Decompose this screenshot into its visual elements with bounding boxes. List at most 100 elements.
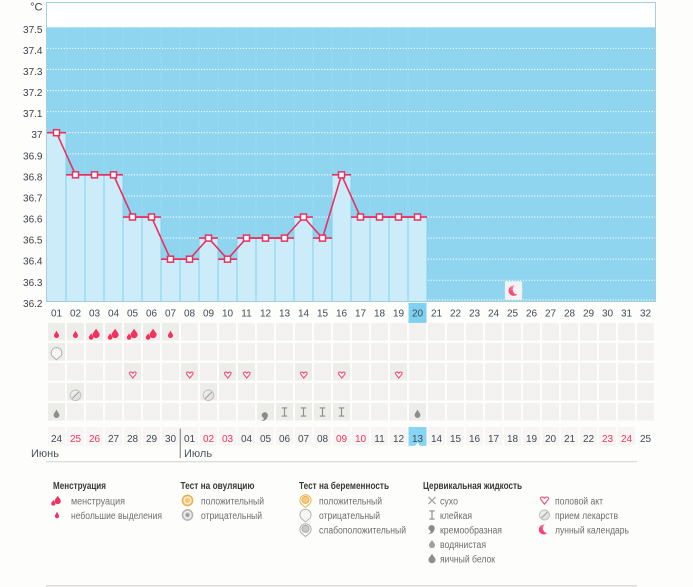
- svg-text:отрицательный: отрицательный: [201, 511, 262, 522]
- svg-text:26: 26: [89, 434, 101, 445]
- svg-text:02: 02: [70, 309, 82, 320]
- svg-text:36.8: 36.8: [23, 172, 43, 183]
- svg-text:01: 01: [184, 434, 196, 445]
- svg-text:прием лекарств: прием лекарств: [555, 511, 618, 522]
- svg-text:13: 13: [412, 434, 424, 445]
- svg-text:24: 24: [488, 309, 500, 320]
- svg-text:менструация: менструация: [71, 496, 125, 507]
- svg-text:18: 18: [374, 309, 386, 320]
- svg-text:17: 17: [355, 309, 367, 320]
- svg-text:Цервикальная жидкость: Цервикальная жидкость: [423, 481, 522, 492]
- svg-text:19: 19: [526, 434, 538, 445]
- svg-text:37.4: 37.4: [23, 46, 43, 57]
- svg-text:18: 18: [507, 434, 519, 445]
- svg-text:отрицательный: отрицательный: [319, 511, 380, 522]
- svg-text:16: 16: [336, 309, 348, 320]
- svg-text:клейкая: клейкая: [440, 511, 472, 522]
- svg-text:24: 24: [51, 434, 63, 445]
- svg-text:14: 14: [298, 309, 310, 320]
- svg-text:11: 11: [241, 309, 252, 320]
- svg-text:36.4: 36.4: [23, 257, 43, 268]
- svg-text:10: 10: [222, 309, 234, 320]
- svg-text:32: 32: [640, 309, 652, 320]
- svg-text:12: 12: [260, 309, 272, 320]
- svg-text:05: 05: [127, 309, 139, 320]
- svg-text:36.3: 36.3: [23, 278, 43, 289]
- svg-text:09: 09: [336, 434, 348, 445]
- svg-text:02: 02: [203, 434, 215, 445]
- svg-text:36.5: 36.5: [23, 236, 43, 247]
- svg-text:37.2: 37.2: [23, 88, 43, 99]
- svg-text:17: 17: [488, 434, 500, 445]
- svg-text:01: 01: [51, 309, 63, 320]
- svg-text:36.2: 36.2: [23, 299, 43, 310]
- svg-text:кремообразная: кремообразная: [440, 524, 502, 536]
- svg-text:Тест на овуляцию: Тест на овуляцию: [181, 481, 255, 492]
- svg-text:29: 29: [146, 434, 158, 445]
- svg-text:27: 27: [108, 434, 120, 445]
- svg-text:яичный белок: яичный белок: [440, 553, 496, 565]
- svg-text:37.3: 37.3: [23, 67, 43, 78]
- svg-text:положительный: положительный: [319, 496, 382, 507]
- svg-text:30: 30: [165, 434, 177, 445]
- svg-text:Июнь: Июнь: [31, 448, 59, 460]
- svg-text:37.1: 37.1: [23, 109, 43, 120]
- svg-text:25: 25: [507, 309, 519, 320]
- svg-text:37: 37: [31, 130, 43, 141]
- svg-text:03: 03: [222, 434, 234, 445]
- svg-text:24: 24: [621, 434, 633, 445]
- svg-text:12: 12: [393, 434, 405, 445]
- svg-text:слабоположительный: слабоположительный: [319, 524, 406, 536]
- svg-text:30: 30: [602, 309, 614, 320]
- svg-text:28: 28: [127, 434, 139, 445]
- svg-text:23: 23: [602, 434, 614, 445]
- svg-text:23: 23: [469, 309, 481, 320]
- svg-text:15: 15: [317, 309, 329, 320]
- svg-text:Тест на беременность: Тест на беременность: [299, 480, 389, 492]
- svg-text:21: 21: [431, 309, 443, 320]
- svg-text:20: 20: [545, 434, 557, 445]
- svg-text:03: 03: [89, 309, 101, 320]
- svg-text:29: 29: [583, 309, 595, 320]
- svg-text:27: 27: [545, 309, 557, 320]
- svg-text:04: 04: [241, 434, 253, 445]
- svg-text:37.5: 37.5: [23, 25, 43, 36]
- svg-text:09: 09: [203, 309, 215, 320]
- svg-text:15: 15: [450, 434, 462, 445]
- svg-text:04: 04: [108, 309, 120, 320]
- svg-text:08: 08: [184, 309, 196, 320]
- svg-text:13: 13: [279, 309, 291, 320]
- svg-text:половой акт: половой акт: [555, 496, 603, 507]
- svg-text:05: 05: [260, 434, 272, 445]
- svg-text:небольшие выделения: небольшие выделения: [71, 510, 162, 522]
- svg-text:25: 25: [640, 434, 652, 445]
- svg-text:26: 26: [526, 309, 538, 320]
- svg-text:16: 16: [469, 434, 481, 445]
- svg-text:21: 21: [564, 434, 576, 445]
- svg-text:10: 10: [355, 434, 367, 445]
- svg-text:22: 22: [583, 434, 595, 445]
- svg-text:сухо: сухо: [440, 496, 458, 507]
- svg-text:06: 06: [146, 309, 158, 320]
- svg-text:36.7: 36.7: [23, 193, 43, 204]
- svg-text:лунный календарь: лунный календарь: [555, 525, 629, 536]
- svg-text:08: 08: [317, 434, 329, 445]
- svg-text:водянистая: водянистая: [440, 540, 486, 551]
- svg-text:22: 22: [450, 309, 462, 320]
- svg-text:°C: °C: [30, 2, 42, 14]
- svg-text:07: 07: [298, 434, 310, 445]
- svg-text:07: 07: [165, 309, 177, 320]
- svg-text:06: 06: [279, 434, 291, 445]
- svg-text:25: 25: [70, 434, 82, 445]
- svg-text:19: 19: [393, 309, 405, 320]
- svg-text:36.6: 36.6: [23, 215, 43, 226]
- svg-text:31: 31: [621, 309, 633, 320]
- svg-text:11: 11: [374, 434, 385, 445]
- svg-text:28: 28: [564, 309, 576, 320]
- svg-text:положительный: положительный: [201, 496, 264, 507]
- svg-text:20: 20: [412, 309, 424, 320]
- svg-text:Менструация: Менструация: [53, 481, 106, 492]
- svg-text:Июль: Июль: [184, 448, 212, 460]
- svg-text:14: 14: [431, 434, 443, 445]
- svg-text:36.9: 36.9: [23, 151, 43, 162]
